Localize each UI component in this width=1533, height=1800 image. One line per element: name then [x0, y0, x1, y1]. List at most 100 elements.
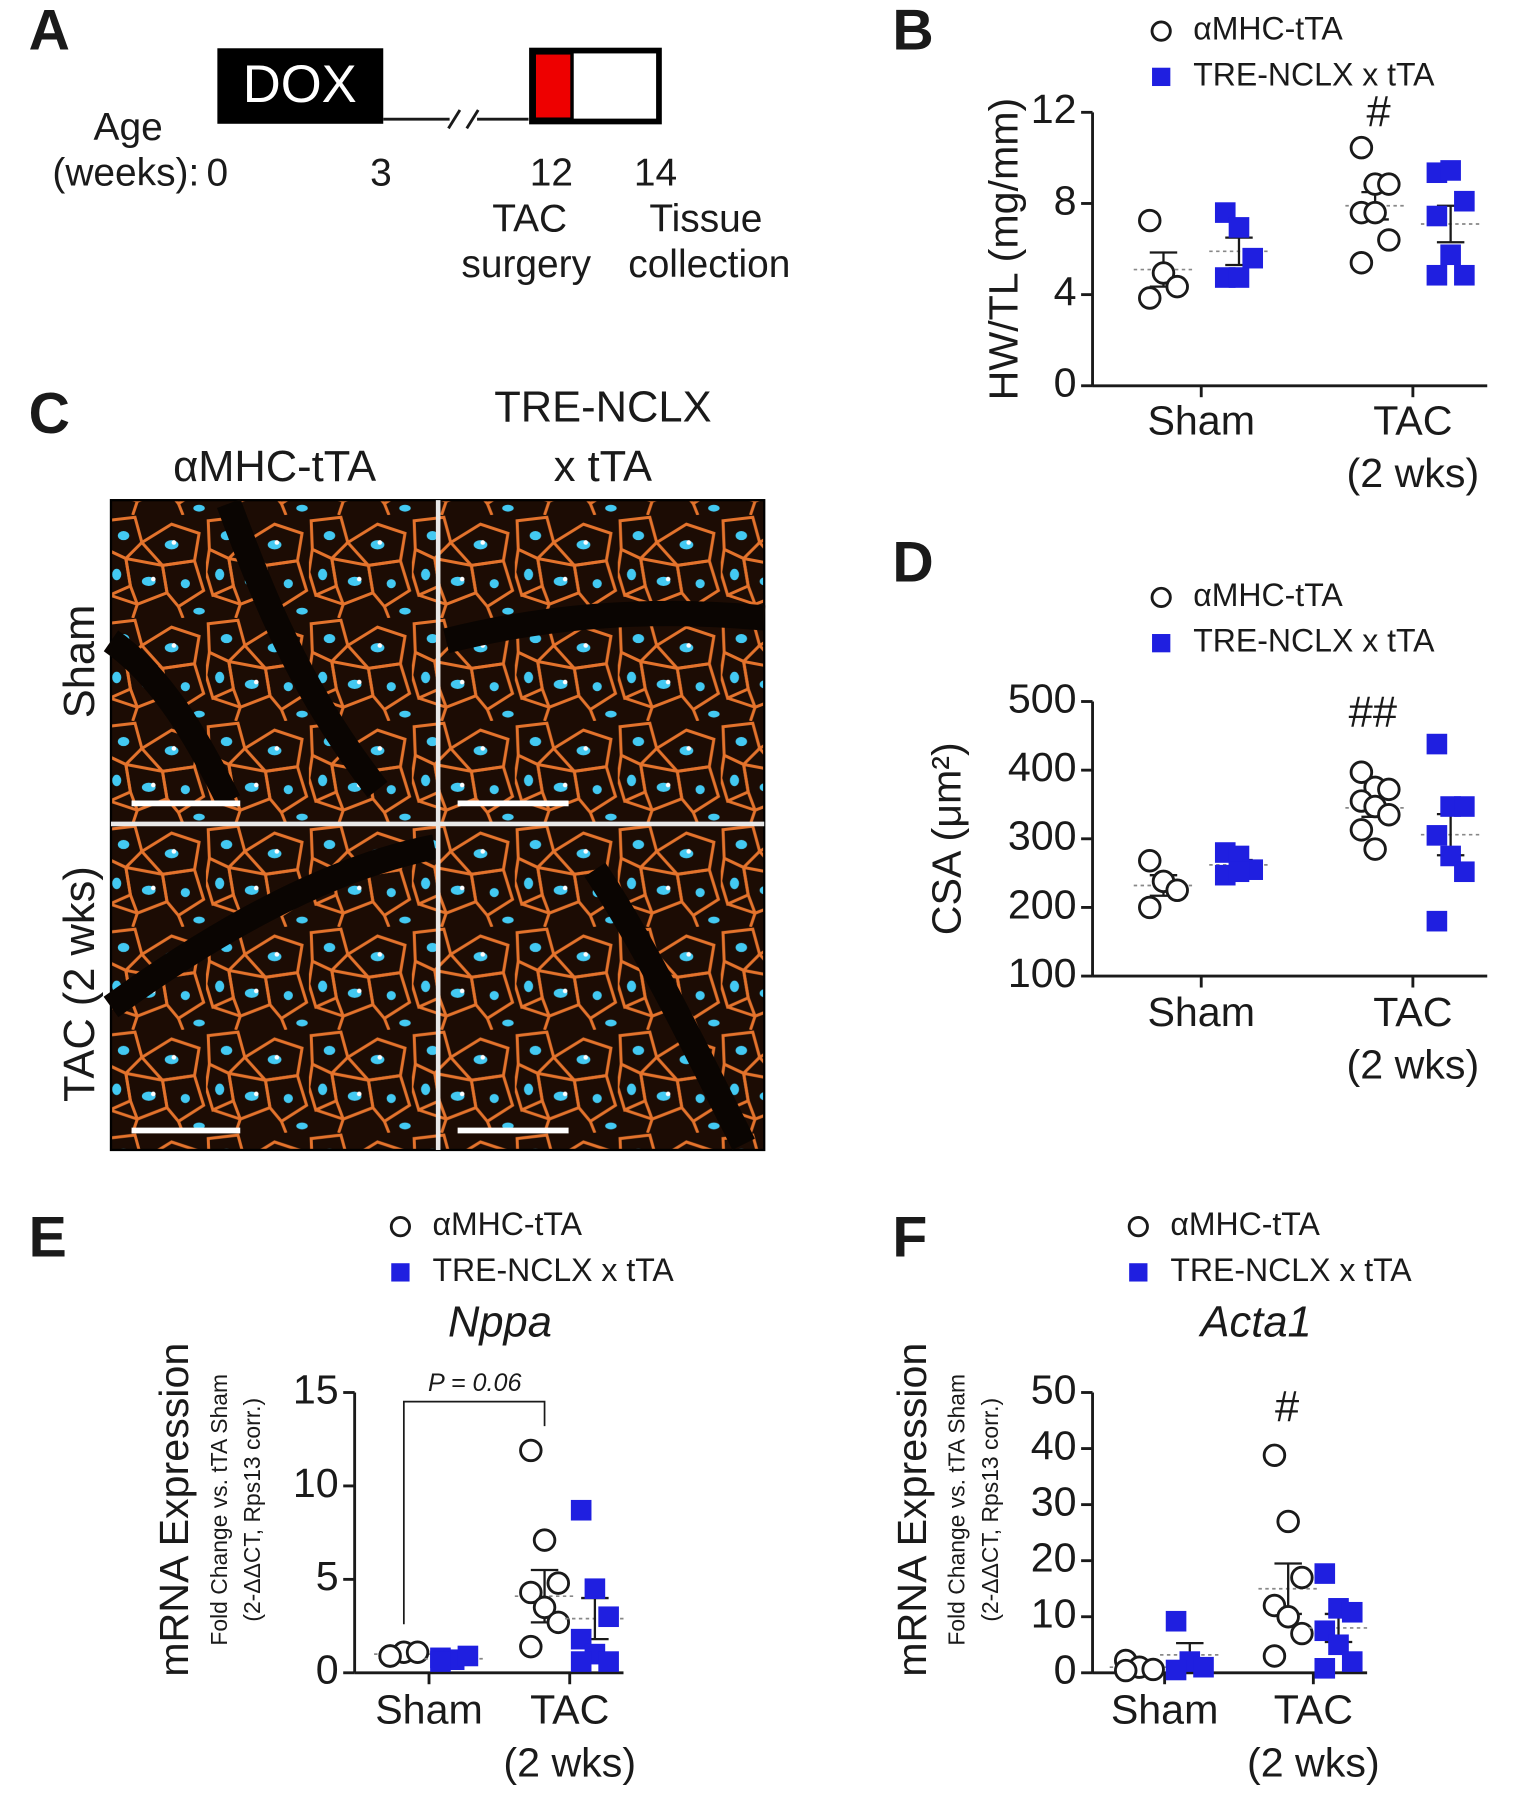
legend-label: TRE-NCLX x tTA	[1170, 1252, 1412, 1288]
y-tick-label: 5	[316, 1553, 339, 1599]
panel-label: A	[29, 0, 70, 63]
data-point	[1341, 1601, 1363, 1623]
data-point	[1276, 1509, 1300, 1534]
x-tick-label: (2 wks)	[1347, 1041, 1480, 1087]
annotation: P = 0.06	[428, 1369, 521, 1397]
column-label: x tTA	[554, 443, 652, 491]
y-tick-label: 200	[1008, 881, 1077, 927]
data-point	[519, 1438, 543, 1463]
row-label: TAC (2 wks)	[56, 866, 104, 1102]
data-point	[1377, 172, 1401, 196]
y-tick-label: 20	[1031, 1535, 1077, 1581]
bracket	[402, 1400, 546, 1625]
data-point	[391, 1263, 410, 1282]
x-tick-label: (2 wks)	[1247, 1739, 1380, 1785]
data-point	[1426, 264, 1448, 286]
panel-label: F	[892, 1206, 927, 1270]
data-point	[1314, 1658, 1336, 1679]
data-point	[546, 1610, 571, 1635]
data-point	[1138, 208, 1162, 233]
data-point	[1165, 1610, 1187, 1632]
axis-label: Age	[94, 106, 163, 149]
data-point	[430, 1651, 451, 1672]
data-point	[1363, 837, 1387, 861]
data-point	[1129, 1263, 1148, 1282]
column-label: αMHC-tTA	[173, 443, 376, 491]
column-label: TRE-NCLX	[494, 383, 711, 431]
event-label: surgery	[461, 243, 591, 286]
tick-label: 14	[634, 152, 677, 195]
y-tick-label: 500	[1008, 675, 1077, 721]
y-tick-label: 15	[293, 1366, 339, 1412]
data-point	[1165, 1659, 1187, 1681]
data-point	[1454, 796, 1475, 817]
data-point	[519, 1580, 543, 1605]
data-point	[598, 1606, 619, 1628]
data-point	[1242, 247, 1264, 269]
data-point	[1138, 895, 1162, 920]
data-point	[1440, 160, 1461, 181]
data-point	[1165, 274, 1189, 299]
data-point	[532, 1528, 557, 1552]
x-tick-label: TAC	[1274, 1687, 1353, 1733]
data-point	[1363, 200, 1387, 225]
y-tick-label: 100	[1008, 950, 1077, 996]
y-tick-label: 300	[1008, 813, 1077, 859]
panel-label: E	[29, 1206, 67, 1270]
data-point	[1290, 1621, 1314, 1646]
x-tick-label: Sham	[1111, 1687, 1219, 1733]
y-tick-label: 50	[1031, 1366, 1077, 1412]
chart-title: Nppa	[448, 1298, 552, 1346]
legend-label: TRE-NCLX x tTA	[1193, 623, 1435, 659]
chart-title: Acta1	[1198, 1298, 1312, 1346]
y-axis-label: mRNA Expression	[151, 1343, 197, 1677]
data-point	[1228, 217, 1250, 238]
surgery-marker	[532, 51, 574, 121]
annotation: #	[1366, 88, 1390, 136]
event-label: Tissue	[649, 197, 762, 240]
y-axis-label: (2-ΔΔCT, Rps13 corr.)	[977, 1398, 1003, 1622]
y-tick-label: 400	[1008, 744, 1077, 790]
panel-label: D	[892, 531, 933, 595]
data-point	[1141, 1657, 1165, 1682]
vessel	[103, 499, 766, 1150]
legend-label: αMHC-tTA	[1193, 11, 1343, 47]
annotation: #	[1275, 1383, 1299, 1431]
legend-label: TRE-NCLX x tTA	[1193, 56, 1435, 92]
y-tick-label: 10	[1031, 1591, 1077, 1637]
x-tick-label: TAC	[530, 1687, 609, 1733]
x-tick-label: TAC	[1373, 989, 1452, 1035]
data-point	[1262, 1443, 1287, 1468]
x-tick-label: (2 wks)	[1347, 450, 1480, 496]
event-label: collection	[628, 243, 790, 286]
tick-label: 3	[370, 152, 392, 195]
y-axis-label: mRNA Expression	[889, 1343, 935, 1677]
data-point	[584, 1578, 606, 1600]
data-point	[519, 1634, 543, 1659]
data-point	[570, 1651, 592, 1672]
y-tick-label: 0	[316, 1647, 339, 1693]
legend-label: TRE-NCLX x tTA	[432, 1252, 674, 1288]
legend-label: αMHC-tTA	[1170, 1206, 1320, 1242]
y-axis-label: (2-ΔΔCT, Rps13 corr.)	[239, 1398, 265, 1622]
data-point	[1127, 1216, 1149, 1238]
data-point	[1152, 634, 1171, 653]
axis-label: (weeks):	[52, 152, 199, 195]
data-point	[532, 1595, 557, 1620]
panel-label: B	[892, 0, 933, 63]
legend-label: αMHC-tTA	[1193, 577, 1343, 613]
y-tick-label: 0	[1054, 360, 1077, 406]
data-point	[1150, 586, 1172, 608]
x-tick-label: Sham	[1147, 397, 1255, 443]
data-point	[1276, 1605, 1300, 1629]
dox-box	[217, 48, 384, 124]
data-point	[1454, 190, 1475, 212]
x-tick-label: TAC	[1373, 397, 1452, 443]
x-tick-label: Sham	[375, 1687, 483, 1733]
annotation: ##	[1349, 689, 1397, 737]
y-tick-label: 40	[1031, 1422, 1077, 1468]
data-point	[1349, 135, 1374, 160]
tick-label: 0	[207, 152, 229, 195]
y-tick-label: 30	[1031, 1478, 1077, 1524]
